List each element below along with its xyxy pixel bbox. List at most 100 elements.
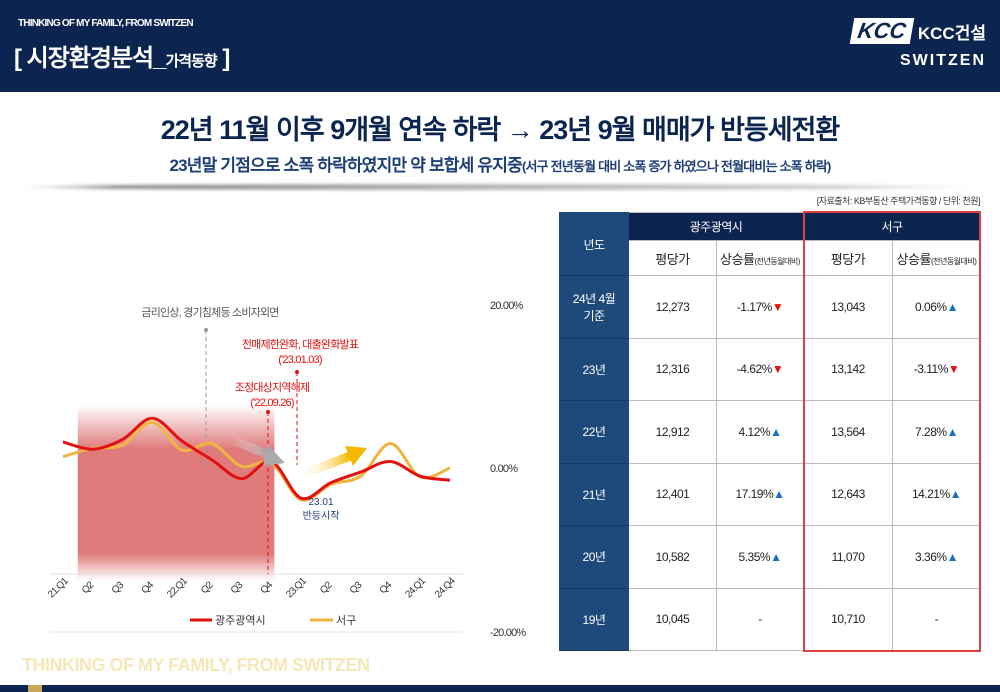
table-row: 20년 10,582 5.35%▲ 11,070 3.36%▲ (559, 525, 981, 589)
gwangju-price: 12,401 (628, 462, 717, 526)
up-triangle-icon: ▲ (946, 299, 959, 314)
gwangju-rate: -4.62%▼ (716, 337, 804, 401)
tagline: THINKING OF MY FAMILY, FROM SWITZEN (18, 18, 194, 29)
header-bar: THINKING OF MY FAMILY, FROM SWITZEN [ 시장… (0, 0, 1000, 92)
x-tick-label: 21.Q1 (46, 575, 71, 600)
col-rate: 상승률(전년동월대비) (716, 240, 804, 276)
down-triangle-icon: ▼ (947, 362, 960, 377)
legend-label-seogu: 서구 (336, 614, 356, 627)
down-triangle-icon: ▼ (771, 362, 784, 377)
x-tick-label: Q3 (348, 579, 365, 596)
legend: 광주광역시 서구 (190, 614, 356, 627)
col-year: 년도 (559, 212, 629, 276)
seogu-rate: 14.21%▲ (892, 462, 981, 526)
seogu-price: 13,564 (803, 400, 893, 464)
col-price: 평당가 (628, 240, 717, 276)
gwangju-rate: -1.17%▼ (716, 275, 804, 339)
x-tick-label: Q2 (80, 579, 97, 596)
x-tick-label: Q3 (229, 579, 246, 596)
price-change-chart: 금리인상, 경기침체등 소비자외면 전매제한완화, 대출완화발표 ('23.01… (46, 300, 527, 639)
up-triangle-icon: ▲ (946, 549, 959, 564)
annotation-rebound: 반등시작 (303, 510, 340, 522)
gwangju-price: 12,316 (628, 337, 717, 401)
table-row: 21년 12,401 17.19%▲ 12,643 14.21%▲ (559, 462, 981, 526)
annotation-resale-date: ('23.01.03) (278, 354, 322, 366)
gwangju-price: 10,045 (628, 587, 717, 651)
gwangju-rate: 5.35%▲ (716, 525, 804, 589)
seogu-price: 11,070 (803, 525, 893, 589)
footer-bar (0, 685, 1000, 692)
annotation-deregulation: 조정대상지역해제 (235, 380, 310, 394)
up-triangle-icon: ▲ (949, 487, 962, 502)
table-row: 23년 12,316 -4.62%▼ 13,142 -3.11%▼ (559, 337, 981, 401)
x-tick-label: Q2 (318, 579, 335, 596)
gwangju-price: 12,912 (628, 400, 717, 464)
seogu-rate: 7.28%▲ (892, 400, 981, 464)
gwangju-price: 10,582 (628, 525, 717, 589)
down-arrow (230, 435, 285, 466)
headline: 22년 11월 이후 9개월 연속 하락 → 23년 9월 매매가 반등세전환 (160, 115, 840, 145)
y-tick-bottom: -20.00% (490, 627, 526, 639)
year-cell: 22년 (559, 400, 629, 464)
up-arrow (296, 446, 367, 481)
table-row: 19년 10,045 - 10,710 - (559, 587, 981, 651)
table-row: 22년 12,912 4.12%▲ 13,564 7.28%▲ (559, 400, 981, 464)
x-tick-label: 24.Q1 (403, 575, 428, 600)
seogu-rate: 3.36%▲ (892, 525, 981, 589)
legend-label-gwangju: 광주광역시 (215, 614, 266, 627)
annotation-rebound-date: 23.01 (308, 497, 333, 508)
annotation-dot-red-2 (295, 370, 299, 374)
table-row: 24년 4월 기준 12,273 -1.17%▼ 13,043 0.06%▲ (559, 275, 981, 339)
year-cell: 20년 (559, 525, 629, 589)
seogu-price: 12,643 (803, 462, 893, 526)
subheadline: 23년말 기점으로 소폭 하락하였지만 약 보합세 유지중(서구 전년동월 대비… (169, 156, 831, 175)
gwangju-price: 12,273 (628, 275, 717, 339)
divider-shadow (20, 184, 980, 190)
up-triangle-icon: ▲ (770, 424, 782, 439)
annotation-consumer: 금리인상, 경기침체등 소비자외면 (141, 306, 278, 319)
group-seogu: 서구 (803, 212, 981, 241)
shaded-decline-period (77, 405, 275, 580)
price-table: 년도 광주광역시 서구 평당가 상승률(전년동월대비) 평당가 상승률(전년동월… (559, 212, 981, 651)
down-triangle-icon: ▼ (771, 299, 784, 314)
annotation-deregulation-date: ('22.09.26) (250, 397, 294, 409)
up-triangle-icon: ▲ (770, 549, 782, 564)
seogu-price: 13,142 (803, 337, 893, 401)
page-title: [ 시장환경분석_가격동향 ] (14, 45, 230, 72)
footer-accent (28, 685, 42, 692)
x-tick-label: 24.Q4 (433, 575, 458, 600)
col-price: 평당가 (803, 240, 893, 276)
seogu-rate: - (892, 587, 981, 651)
x-tick-label: 23.Q1 (284, 575, 309, 600)
year-cell: 24년 4월 기준 (559, 275, 629, 339)
group-gwangju: 광주광역시 (628, 212, 804, 241)
seogu-rate: 0.06%▲ (892, 275, 981, 339)
year-cell: 19년 (559, 587, 629, 651)
gwangju-rate: - (716, 587, 804, 651)
footer-watermark: THINKING OF MY FAMILY, FROM SWITZEN (22, 655, 370, 675)
x-tick-label: Q4 (259, 579, 276, 596)
gwangju-rate: 4.12%▲ (716, 400, 804, 464)
series-line-서구 (62, 420, 451, 502)
kcc-logo: KCC KCC건설 SWITZEN (849, 18, 986, 70)
annotation-dot-gray (204, 328, 208, 332)
year-cell: 23년 (559, 337, 629, 401)
annotation-resale: 전매제한완화, 대출완화발표 (242, 338, 359, 351)
y-tick-top: 20.00% (490, 300, 524, 312)
source-note: [자료출처: KB부동산 주택가격동향 / 단위: 천원] (816, 196, 981, 206)
annotation-dot-red-1 (266, 410, 270, 414)
gwangju-rate: 17.19%▲ (716, 462, 804, 526)
x-tick-label: Q3 (110, 579, 127, 596)
x-tick-label: Q4 (378, 579, 395, 596)
up-triangle-icon: ▲ (946, 424, 959, 439)
up-triangle-icon: ▲ (773, 487, 785, 502)
year-cell: 21년 (559, 462, 629, 526)
seogu-price: 10,710 (803, 587, 893, 651)
seogu-price: 13,043 (803, 275, 893, 339)
x-tick-label: Q2 (199, 579, 216, 596)
series-line-광주광역시 (62, 416, 451, 501)
y-tick-zero: 0.00% (490, 463, 518, 475)
col-rate: 상승률(전년동월대비) (892, 240, 981, 276)
x-tick-label: Q4 (139, 579, 156, 596)
seogu-rate: -3.11%▼ (892, 337, 981, 401)
